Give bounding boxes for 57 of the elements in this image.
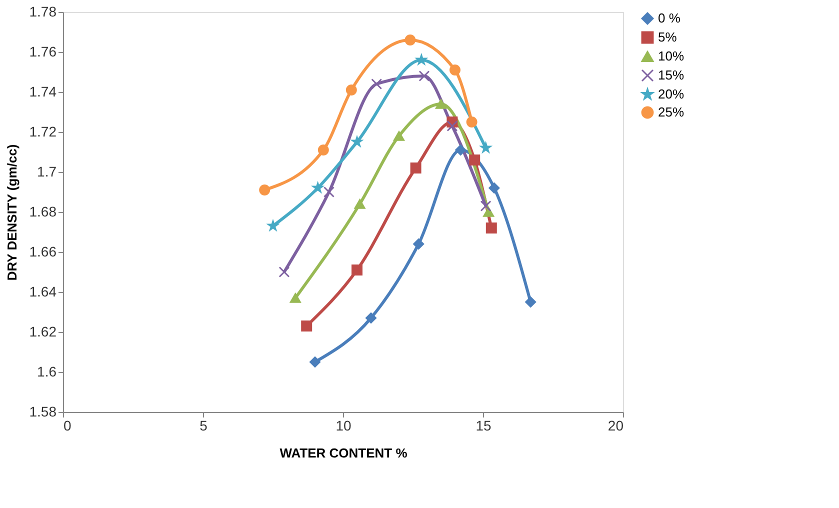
y-axis-title: DRY DENSITY (gm/cc) — [4, 144, 20, 281]
y-tick-label: 1.72 — [29, 124, 57, 140]
x-tick-label: 20 — [608, 418, 624, 434]
point — [352, 264, 362, 276]
point — [488, 182, 500, 194]
point — [366, 312, 376, 324]
y-tick-label: 1.64 — [29, 284, 57, 300]
x-tick-label: 5 — [200, 418, 208, 434]
point — [371, 78, 382, 90]
y-tick-label: 1.68 — [29, 204, 57, 220]
y-tick-label: 1.62 — [29, 324, 57, 340]
point — [486, 222, 497, 234]
point — [410, 162, 422, 174]
point — [455, 144, 466, 156]
y-tick-label: 1.74 — [29, 84, 57, 100]
point — [469, 154, 480, 166]
legend-label: 20% — [658, 86, 684, 102]
point — [278, 266, 290, 278]
y-tick-label: 1.78 — [29, 4, 57, 20]
y-tick-label: 1.58 — [29, 404, 57, 420]
legend-label: 0 % — [658, 10, 681, 26]
legend-label: 15% — [658, 68, 684, 82]
point — [416, 54, 427, 65]
y-tick-label: 1.66 — [29, 244, 57, 260]
point — [301, 320, 312, 332]
point — [483, 207, 494, 217]
point — [480, 142, 492, 153]
point — [466, 116, 478, 128]
point — [525, 296, 536, 308]
point — [312, 182, 324, 193]
x-tick-label: 0 — [64, 418, 72, 434]
point — [290, 293, 301, 303]
point — [394, 131, 404, 141]
point — [352, 136, 362, 147]
legend-label: 25% — [658, 104, 684, 120]
point — [404, 34, 416, 46]
y-tick-label: 1.76 — [29, 44, 57, 60]
legend-label: 5% — [658, 30, 678, 44]
point — [259, 184, 270, 196]
legend-label: 10% — [658, 48, 684, 64]
y-tick-label: 1.7 — [37, 164, 57, 180]
y-tick-label: 1.6 — [37, 364, 57, 380]
point — [310, 356, 320, 368]
point — [436, 99, 446, 109]
x-tick-label: 15 — [476, 418, 492, 434]
point — [268, 220, 278, 231]
point — [346, 84, 357, 96]
point — [450, 64, 460, 76]
point — [413, 238, 424, 250]
point — [418, 70, 430, 82]
point — [318, 144, 329, 156]
point — [480, 200, 492, 212]
x-tick-label: 10 — [336, 418, 352, 434]
point — [354, 199, 366, 209]
point — [324, 186, 334, 198]
x-axis-title: WATER CONTENT % — [280, 446, 408, 460]
point — [446, 120, 458, 132]
